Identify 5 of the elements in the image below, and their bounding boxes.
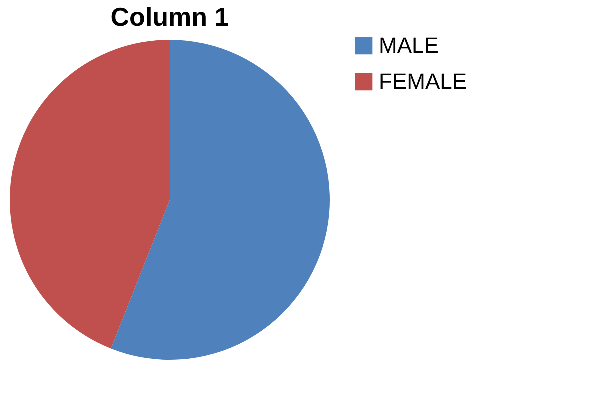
legend-label: MALE	[379, 33, 439, 58]
legend-label: FEMALE	[379, 69, 468, 94]
pie-slice	[111, 40, 330, 360]
pie-slice	[10, 40, 170, 349]
chart-title: Column 1	[110, 2, 230, 32]
